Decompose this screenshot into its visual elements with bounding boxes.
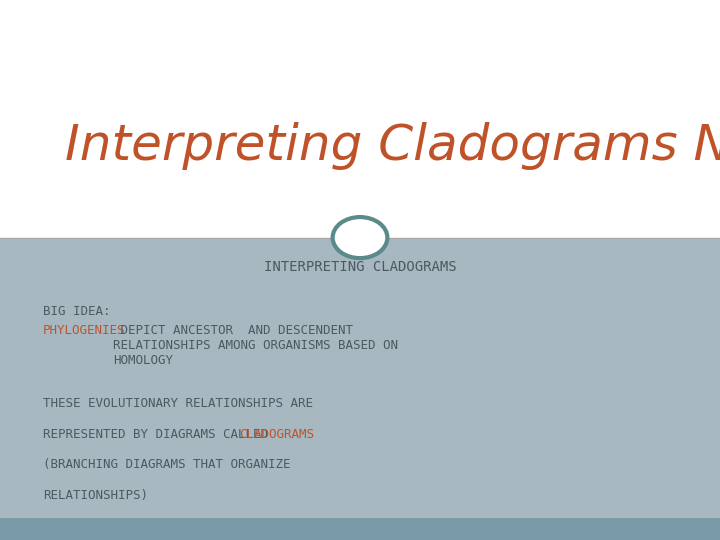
FancyBboxPatch shape bbox=[0, 518, 720, 540]
Text: DEPICT ANCESTOR  AND DESCENDENT
RELATIONSHIPS AMONG ORGANISMS BASED ON
HOMOLOGY: DEPICT ANCESTOR AND DESCENDENT RELATIONS… bbox=[113, 324, 398, 367]
FancyBboxPatch shape bbox=[0, 0, 720, 238]
Text: BIG IDEA:: BIG IDEA: bbox=[43, 305, 111, 318]
Text: Interpreting Cladograms Notes: Interpreting Cladograms Notes bbox=[65, 122, 720, 170]
Text: THESE EVOLUTIONARY RELATIONSHIPS ARE: THESE EVOLUTIONARY RELATIONSHIPS ARE bbox=[43, 397, 313, 410]
Text: INTERPRETING CLADOGRAMS: INTERPRETING CLADOGRAMS bbox=[264, 260, 456, 274]
FancyBboxPatch shape bbox=[0, 238, 720, 518]
Text: CLADOGRAMS: CLADOGRAMS bbox=[240, 428, 315, 441]
Text: (BRANCHING DIAGRAMS THAT ORGANIZE: (BRANCHING DIAGRAMS THAT ORGANIZE bbox=[43, 458, 291, 471]
Circle shape bbox=[333, 217, 387, 258]
Text: RELATIONSHIPS): RELATIONSHIPS) bbox=[43, 489, 148, 502]
Text: REPRESENTED BY DIAGRAMS CALLED: REPRESENTED BY DIAGRAMS CALLED bbox=[43, 428, 276, 441]
Text: PHYLOGENIES: PHYLOGENIES bbox=[43, 324, 126, 337]
